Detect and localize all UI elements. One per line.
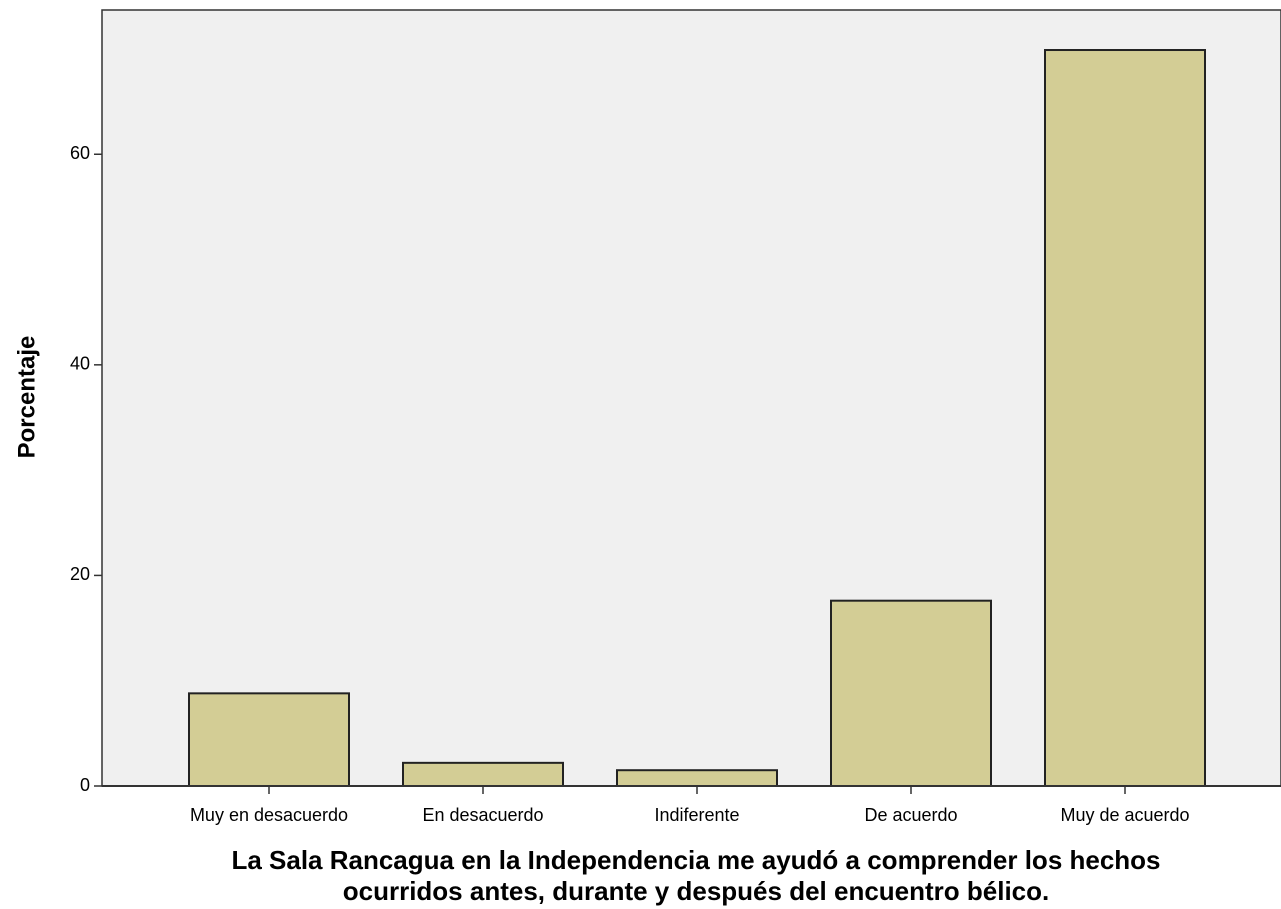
x-tick-label: De acuerdo xyxy=(864,805,957,825)
bar xyxy=(616,769,778,787)
y-axis-label: Porcentaje xyxy=(13,336,40,459)
x-tick-label: Muy en desacuerdo xyxy=(190,805,348,825)
x-axis-label: ocurridos antes, durante y después del e… xyxy=(343,876,1050,906)
bar xyxy=(402,761,564,787)
x-axis-label: La Sala Rancagua en la Independencia me … xyxy=(231,845,1160,875)
x-tick-label: Muy de acuerdo xyxy=(1060,805,1189,825)
y-tick-label: 40 xyxy=(70,354,90,374)
y-tick-label: 60 xyxy=(70,143,90,163)
bar xyxy=(188,692,350,787)
x-tick-label: Indiferente xyxy=(654,805,739,825)
bar xyxy=(1044,49,1206,787)
bar xyxy=(830,599,992,788)
x-tick-label: En desacuerdo xyxy=(422,805,543,825)
y-tick-label: 0 xyxy=(80,775,90,795)
y-tick-label: 20 xyxy=(70,564,90,584)
